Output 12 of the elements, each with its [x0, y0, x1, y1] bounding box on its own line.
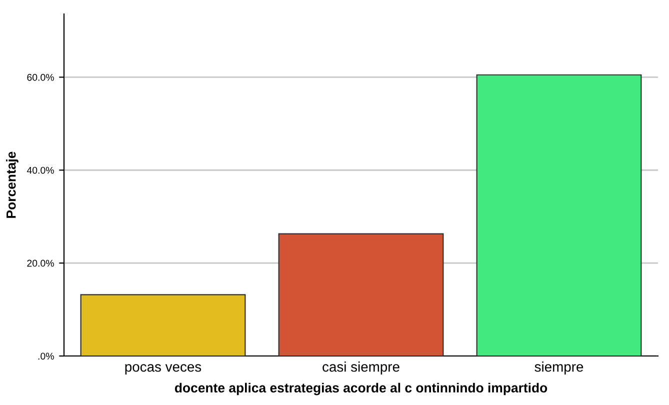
- x-tick-label: pocas veces: [125, 364, 202, 375]
- bar: [278, 233, 444, 356]
- y-tick-label: 20.0%: [27, 260, 54, 267]
- x-tick-label: siempre: [534, 362, 584, 375]
- y-tick-label: 60.0%: [27, 74, 54, 81]
- y-tick-label: .0%: [38, 352, 54, 360]
- bar: [80, 294, 246, 356]
- y-axis-title: Porcentaje: [6, 152, 18, 218]
- bar: [476, 74, 642, 356]
- x-axis-title: docente aplica estrategias acorde al c ontinnindo impartido: [174, 382, 548, 396]
- x-tick-label: casi siempre: [322, 362, 400, 375]
- y-tick-label: 40.0%: [26, 166, 54, 174]
